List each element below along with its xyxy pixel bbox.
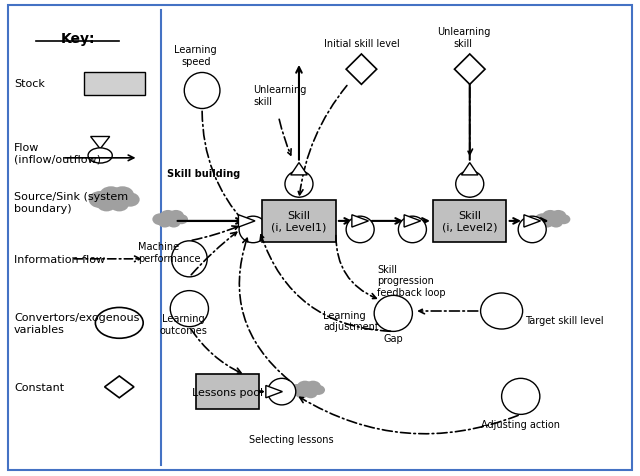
- FancyBboxPatch shape: [433, 200, 506, 243]
- Text: Learning
adjustment: Learning adjustment: [323, 310, 379, 332]
- Polygon shape: [239, 215, 255, 228]
- Polygon shape: [266, 386, 282, 398]
- FancyBboxPatch shape: [262, 200, 335, 243]
- Circle shape: [304, 388, 317, 398]
- Ellipse shape: [346, 217, 374, 243]
- Circle shape: [167, 218, 180, 228]
- Ellipse shape: [239, 217, 267, 243]
- Circle shape: [540, 218, 554, 228]
- Ellipse shape: [268, 378, 296, 405]
- Ellipse shape: [184, 73, 220, 109]
- Ellipse shape: [502, 378, 540, 415]
- Polygon shape: [291, 163, 307, 176]
- Circle shape: [111, 187, 134, 204]
- Circle shape: [100, 187, 122, 204]
- Circle shape: [312, 385, 325, 395]
- Circle shape: [542, 210, 558, 222]
- Text: Initial skill level: Initial skill level: [324, 39, 399, 49]
- Text: Constant: Constant: [14, 382, 64, 392]
- Text: Learning
outcomes: Learning outcomes: [159, 314, 207, 335]
- Circle shape: [549, 218, 563, 228]
- Text: Key:: Key:: [61, 32, 95, 46]
- Text: Unlearning
skill: Unlearning skill: [436, 27, 490, 49]
- Polygon shape: [346, 55, 377, 85]
- Ellipse shape: [95, 308, 143, 338]
- Circle shape: [152, 214, 168, 226]
- FancyBboxPatch shape: [196, 374, 259, 409]
- Ellipse shape: [481, 293, 523, 329]
- Polygon shape: [454, 55, 485, 85]
- Text: Selecting lessons: Selecting lessons: [249, 435, 333, 445]
- Text: Unlearning
skill: Unlearning skill: [253, 85, 307, 107]
- Ellipse shape: [518, 217, 546, 243]
- FancyBboxPatch shape: [84, 72, 145, 96]
- Circle shape: [160, 210, 176, 222]
- Ellipse shape: [456, 171, 484, 198]
- Text: Source/Sink (system
boundary): Source/Sink (system boundary): [14, 192, 128, 213]
- Circle shape: [297, 381, 313, 393]
- Polygon shape: [404, 215, 420, 228]
- Text: Skill
progression
feedback loop: Skill progression feedback loop: [378, 264, 446, 297]
- Circle shape: [557, 215, 570, 225]
- Text: Lessons pool: Lessons pool: [192, 387, 263, 397]
- Circle shape: [550, 210, 566, 222]
- Polygon shape: [91, 137, 109, 149]
- Circle shape: [305, 381, 321, 393]
- Circle shape: [89, 192, 111, 208]
- Circle shape: [534, 214, 551, 226]
- Ellipse shape: [170, 291, 209, 327]
- Text: Convertors/exogenous
variables: Convertors/exogenous variables: [14, 312, 140, 334]
- Ellipse shape: [88, 149, 112, 164]
- FancyBboxPatch shape: [8, 6, 632, 470]
- Text: Information flow: Information flow: [14, 254, 105, 264]
- Polygon shape: [104, 376, 134, 398]
- Ellipse shape: [398, 217, 426, 243]
- Text: Skill
(i, Level2): Skill (i, Level2): [442, 211, 497, 232]
- Circle shape: [175, 215, 188, 225]
- Ellipse shape: [172, 241, 207, 278]
- Text: Gap: Gap: [383, 334, 403, 344]
- Circle shape: [97, 198, 116, 212]
- Ellipse shape: [285, 171, 313, 198]
- Text: Flow
(inflow/outflow): Flow (inflow/outflow): [14, 143, 101, 165]
- Circle shape: [295, 388, 308, 398]
- Polygon shape: [524, 215, 540, 228]
- Text: Skill
(i, Level1): Skill (i, Level1): [271, 211, 326, 232]
- Circle shape: [168, 210, 184, 222]
- Circle shape: [120, 193, 140, 207]
- Circle shape: [289, 384, 305, 396]
- Text: Skill building: Skill building: [167, 169, 241, 179]
- Text: Machine
performance: Machine performance: [138, 241, 201, 263]
- Text: Learning
speed: Learning speed: [175, 45, 217, 67]
- Text: Target skill level: Target skill level: [525, 316, 604, 326]
- Text: Adjusting action: Adjusting action: [481, 419, 560, 429]
- Text: Stock: Stock: [14, 79, 45, 89]
- Circle shape: [158, 218, 172, 228]
- Polygon shape: [461, 163, 478, 176]
- Ellipse shape: [374, 296, 412, 332]
- Polygon shape: [352, 215, 369, 228]
- Circle shape: [109, 198, 129, 212]
